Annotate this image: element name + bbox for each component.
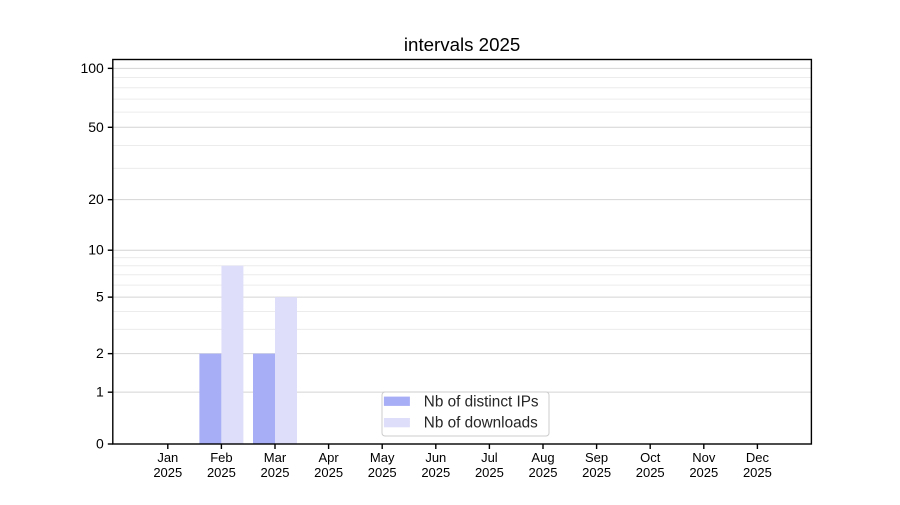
svg-text:2025: 2025 <box>153 465 182 480</box>
svg-text:2025: 2025 <box>475 465 504 480</box>
svg-text:2025: 2025 <box>261 465 290 480</box>
svg-text:Nov: Nov <box>692 450 716 465</box>
svg-text:2025: 2025 <box>689 465 718 480</box>
svg-text:Oct: Oct <box>640 450 661 465</box>
svg-text:Apr: Apr <box>318 450 339 465</box>
svg-text:Aug: Aug <box>531 450 554 465</box>
svg-text:0: 0 <box>96 436 104 452</box>
svg-text:100: 100 <box>80 60 104 76</box>
svg-text:2025: 2025 <box>743 465 772 480</box>
svg-text:Jan: Jan <box>157 450 178 465</box>
svg-text:2025: 2025 <box>529 465 558 480</box>
svg-text:Feb: Feb <box>210 450 232 465</box>
svg-text:20: 20 <box>88 191 104 207</box>
svg-text:Jun: Jun <box>425 450 446 465</box>
svg-text:May: May <box>370 450 395 465</box>
svg-text:50: 50 <box>88 119 104 135</box>
svg-text:2025: 2025 <box>636 465 665 480</box>
svg-text:Nb of distinct IPs: Nb of distinct IPs <box>424 393 539 410</box>
svg-text:2: 2 <box>96 345 104 361</box>
svg-text:5: 5 <box>96 289 104 305</box>
svg-text:2025: 2025 <box>207 465 236 480</box>
svg-text:2025: 2025 <box>368 465 397 480</box>
svg-text:2025: 2025 <box>314 465 343 480</box>
svg-text:Sep: Sep <box>585 450 608 465</box>
svg-text:Jul: Jul <box>481 450 498 465</box>
svg-text:1: 1 <box>96 384 104 400</box>
svg-text:Nb of downloads: Nb of downloads <box>424 415 538 432</box>
svg-text:10: 10 <box>88 242 104 258</box>
svg-text:Mar: Mar <box>264 450 287 465</box>
svg-text:Dec: Dec <box>746 450 770 465</box>
svg-text:intervals 2025: intervals 2025 <box>404 34 520 55</box>
svg-text:2025: 2025 <box>421 465 450 480</box>
svg-text:2025: 2025 <box>582 465 611 480</box>
